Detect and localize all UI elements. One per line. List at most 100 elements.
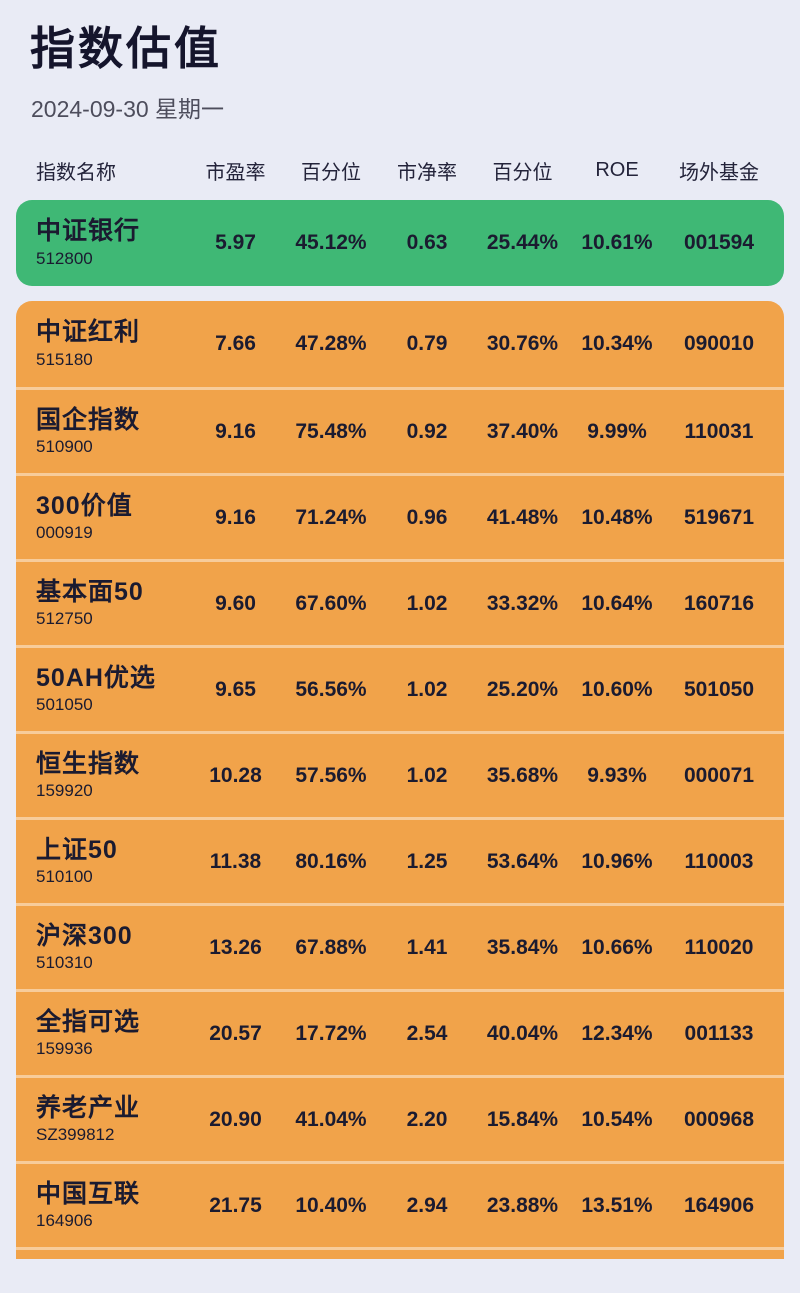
index-row[interactable]: 300价值 000919 9.16 71.24% 0.96 41.48% 10.48% 519… [16, 473, 784, 560]
index-name-cell: 上证50 510100 [36, 835, 188, 888]
index-code: 510100 [36, 867, 93, 887]
index-row[interactable]: 上证50 510100 11.38 80.16% 1.25 53.64% 10.96% 110… [16, 817, 784, 904]
pe-value: 10.28 [209, 763, 262, 787]
index-row[interactable]: 中证红利 515180 7.66 47.28% 0.79 30.76% 10.34% 0900… [16, 301, 784, 388]
index-name-cell: 中证银行 512800 [36, 216, 188, 269]
pe-percentile-value: 75.48% [295, 419, 367, 443]
column-header-pb-pct: 百分位 [492, 162, 553, 185]
roe-value: 10.48% [581, 505, 653, 529]
column-header-pe: 市盈率 [205, 162, 266, 185]
index-row[interactable]: 中国互联 164906 21.75 10.40% 2.94 23.88% 13.51% 164… [16, 1161, 784, 1248]
pb-value: 2.54 [406, 1021, 448, 1045]
index-name: 沪深300 [36, 921, 133, 950]
pb-percentile-value: 25.20% [486, 677, 559, 701]
pb-percentile-value: 23.88% [486, 1193, 559, 1217]
index-name-cell: 国企指数 510900 [36, 405, 188, 458]
index-code: 501050 [36, 695, 93, 715]
pb-percentile-value: 53.64% [486, 849, 559, 873]
pb-value: 2.94 [406, 1193, 448, 1217]
fund-code: 001133 [684, 1021, 754, 1045]
fund-code: 164906 [683, 1193, 755, 1217]
pe-percentile-value: 47.28% [295, 332, 367, 356]
index-name-cell: 中证红利 515180 [36, 317, 188, 370]
pe-value: 20.90 [209, 1107, 262, 1131]
roe-value: 9.99% [587, 419, 647, 443]
index-row[interactable]: 沪深300 510310 13.26 67.88% 1.41 35.84% 10.66% 11… [16, 903, 784, 990]
pe-percentile-value: 57.56% [295, 763, 367, 787]
fund-code: 001594 [683, 231, 755, 255]
pb-percentile-value: 33.32% [486, 591, 559, 615]
index-row[interactable]: 养老产业 SZ399812 20.90 41.04% 2.20 15.84% 10.54% 0… [16, 1075, 784, 1162]
pb-value: 0.92 [406, 419, 448, 443]
pb-value: 1.02 [406, 677, 448, 701]
roe-value: 10.96% [581, 849, 653, 873]
fund-code: 110020 [684, 935, 754, 959]
roe-value: 10.60% [581, 677, 653, 701]
index-code: 512750 [36, 609, 93, 629]
pe-value: 9.16 [215, 419, 256, 443]
pe-value: 20.57 [209, 1021, 262, 1045]
pb-percentile-value: 40.04% [486, 1021, 559, 1045]
index-code: 512800 [36, 248, 93, 268]
column-header-fund: 场外基金 [679, 162, 759, 185]
index-row[interactable]: 基本面50 512750 9.60 67.60% 1.02 33.32% 10.64% 160… [16, 559, 784, 646]
pb-percentile-value: 30.76% [486, 332, 559, 356]
index-code: 159920 [36, 781, 93, 801]
pb-percentile-value: 15.84% [486, 1107, 559, 1131]
index-row[interactable]: 恒生指数 159920 10.28 57.56% 1.02 35.68% 9.93% 0000… [16, 731, 784, 818]
rows-container: 中证红利 515180 7.66 47.28% 0.79 30.76% 10.34% 0900… [16, 301, 784, 1260]
pb-percentile-value: 41.48% [486, 505, 559, 529]
index-name: 全指可选 [36, 1007, 141, 1036]
column-header-roe: ROE [595, 159, 639, 182]
index-name: 上证50 [36, 835, 118, 864]
index-name: 300价值 [36, 491, 133, 520]
fund-code: 000968 [683, 1107, 755, 1131]
column-header-pb: 市净率 [397, 162, 457, 185]
index-code: 515180 [36, 349, 93, 369]
page-date: 2024-09-30 星期一 [31, 96, 225, 123]
pe-value: 5.97 [215, 231, 256, 255]
highlight-row-container: 中证银行 512800 5.97 45.12% 0.63 25.44% 10.61% 0015… [16, 200, 784, 287]
index-name-cell: 300价值 000919 [36, 491, 188, 544]
pe-percentile-value: 71.24% [295, 505, 367, 529]
roe-value: 9.93% [587, 763, 647, 787]
pe-value: 7.66 [215, 332, 256, 356]
pb-value: 0.79 [406, 332, 448, 356]
roe-value: 10.64% [581, 591, 653, 615]
index-name: 养老产业 [36, 1093, 141, 1122]
index-code: 510310 [36, 953, 93, 973]
pb-value: 1.02 [406, 591, 448, 615]
pe-percentile-value: 56.56% [295, 677, 367, 701]
roe-value: 10.66% [581, 935, 653, 959]
index-name: 恒生指数 [36, 749, 141, 778]
pe-percentile-value: 67.88% [295, 935, 367, 959]
column-header-pe-pct: 百分位 [301, 162, 361, 185]
index-row[interactable]: 全指可选 159936 20.57 17.72% 2.54 40.04% 12.34% 001… [16, 989, 784, 1076]
index-row[interactable]: 国企指数 510900 9.16 75.48% 0.92 37.40% 9.99% 11003… [16, 387, 784, 474]
pe-percentile-value: 17.72% [295, 1021, 367, 1045]
fund-code: 501050 [683, 677, 755, 701]
index-row[interactable]: 50AH优选 501050 9.65 56.56% 1.02 25.20% 10.60% 50… [16, 645, 784, 732]
pb-value: 0.96 [406, 505, 448, 529]
index-row[interactable]: 中证银行 512800 5.97 45.12% 0.63 25.44% 10.61% 0015… [16, 200, 784, 287]
index-name: 基本面50 [36, 577, 144, 606]
index-name: 中证银行 [36, 217, 141, 246]
pe-value: 9.60 [215, 591, 256, 615]
index-name: 50AH优选 [36, 663, 156, 692]
pb-value: 1.41 [406, 935, 448, 959]
pe-percentile-value: 41.04% [295, 1107, 367, 1131]
index-name: 国企指数 [36, 405, 141, 434]
page-title: 指数估值 [30, 23, 223, 74]
index-name-cell: 恒生指数 159920 [36, 749, 188, 802]
index-code: 164906 [36, 1211, 93, 1231]
pb-percentile-value: 35.84% [486, 935, 559, 959]
column-header-index-name: 指数名称 [36, 162, 116, 185]
pe-percentile-value: 45.12% [295, 231, 367, 255]
fund-code: 160716 [683, 591, 755, 615]
pe-value: 11.38 [209, 849, 262, 873]
pe-percentile-value: 80.16% [295, 849, 367, 873]
index-code: 000919 [36, 523, 93, 543]
index-row[interactable] [16, 1247, 784, 1260]
pe-value: 21.75 [209, 1193, 262, 1217]
pb-value: 1.25 [406, 849, 448, 873]
